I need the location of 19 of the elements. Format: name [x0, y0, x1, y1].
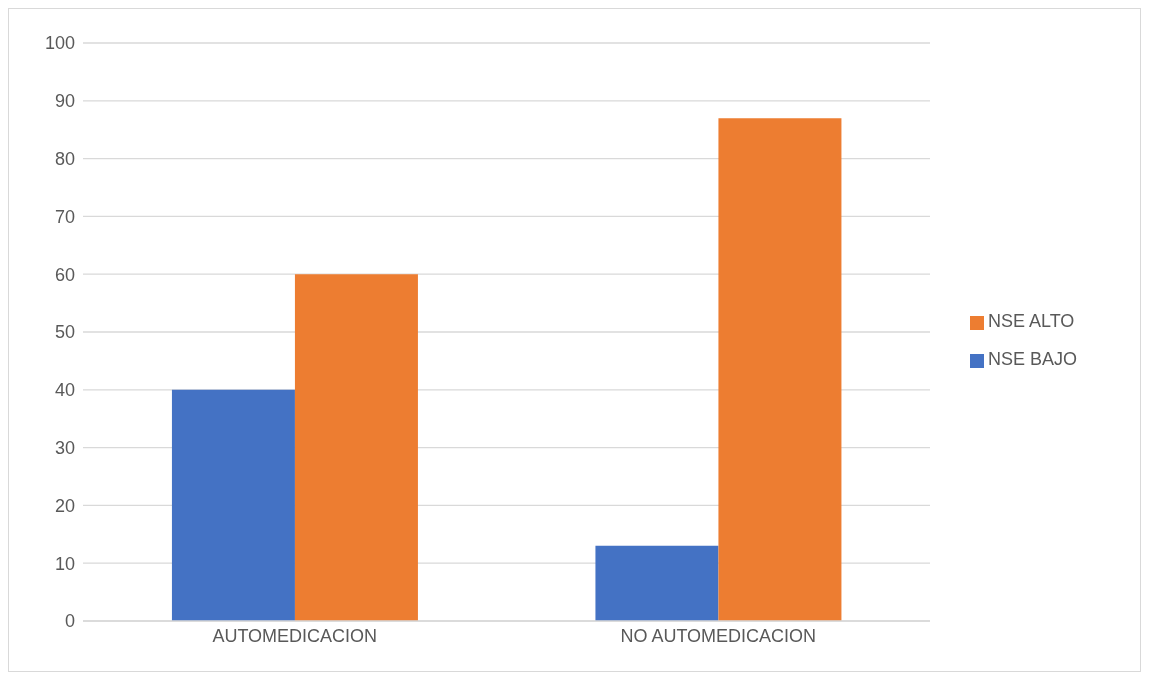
legend-label: NSE ALTO	[988, 311, 1075, 331]
x-tick-label: AUTOMEDICACION	[212, 625, 378, 646]
y-tick-label: 80	[54, 148, 75, 169]
y-tick-label: 20	[54, 495, 75, 516]
bar	[718, 118, 842, 621]
y-tick-label: 60	[54, 264, 75, 285]
y-tick-label: 30	[54, 437, 75, 458]
bar	[171, 389, 295, 621]
bar	[595, 545, 719, 621]
legend-label: NSE BAJO	[988, 349, 1078, 369]
y-tick-label: 70	[54, 206, 75, 227]
y-tick-label: 100	[44, 33, 75, 54]
bar	[294, 274, 418, 621]
y-tick-label: 40	[54, 380, 75, 401]
y-tick-label: 90	[54, 91, 75, 112]
y-tick-label: 0	[64, 611, 75, 632]
y-tick-label: 50	[54, 322, 75, 343]
y-tick-label: 10	[54, 553, 75, 574]
x-tick-label: NO AUTOMEDICACION	[620, 625, 817, 646]
